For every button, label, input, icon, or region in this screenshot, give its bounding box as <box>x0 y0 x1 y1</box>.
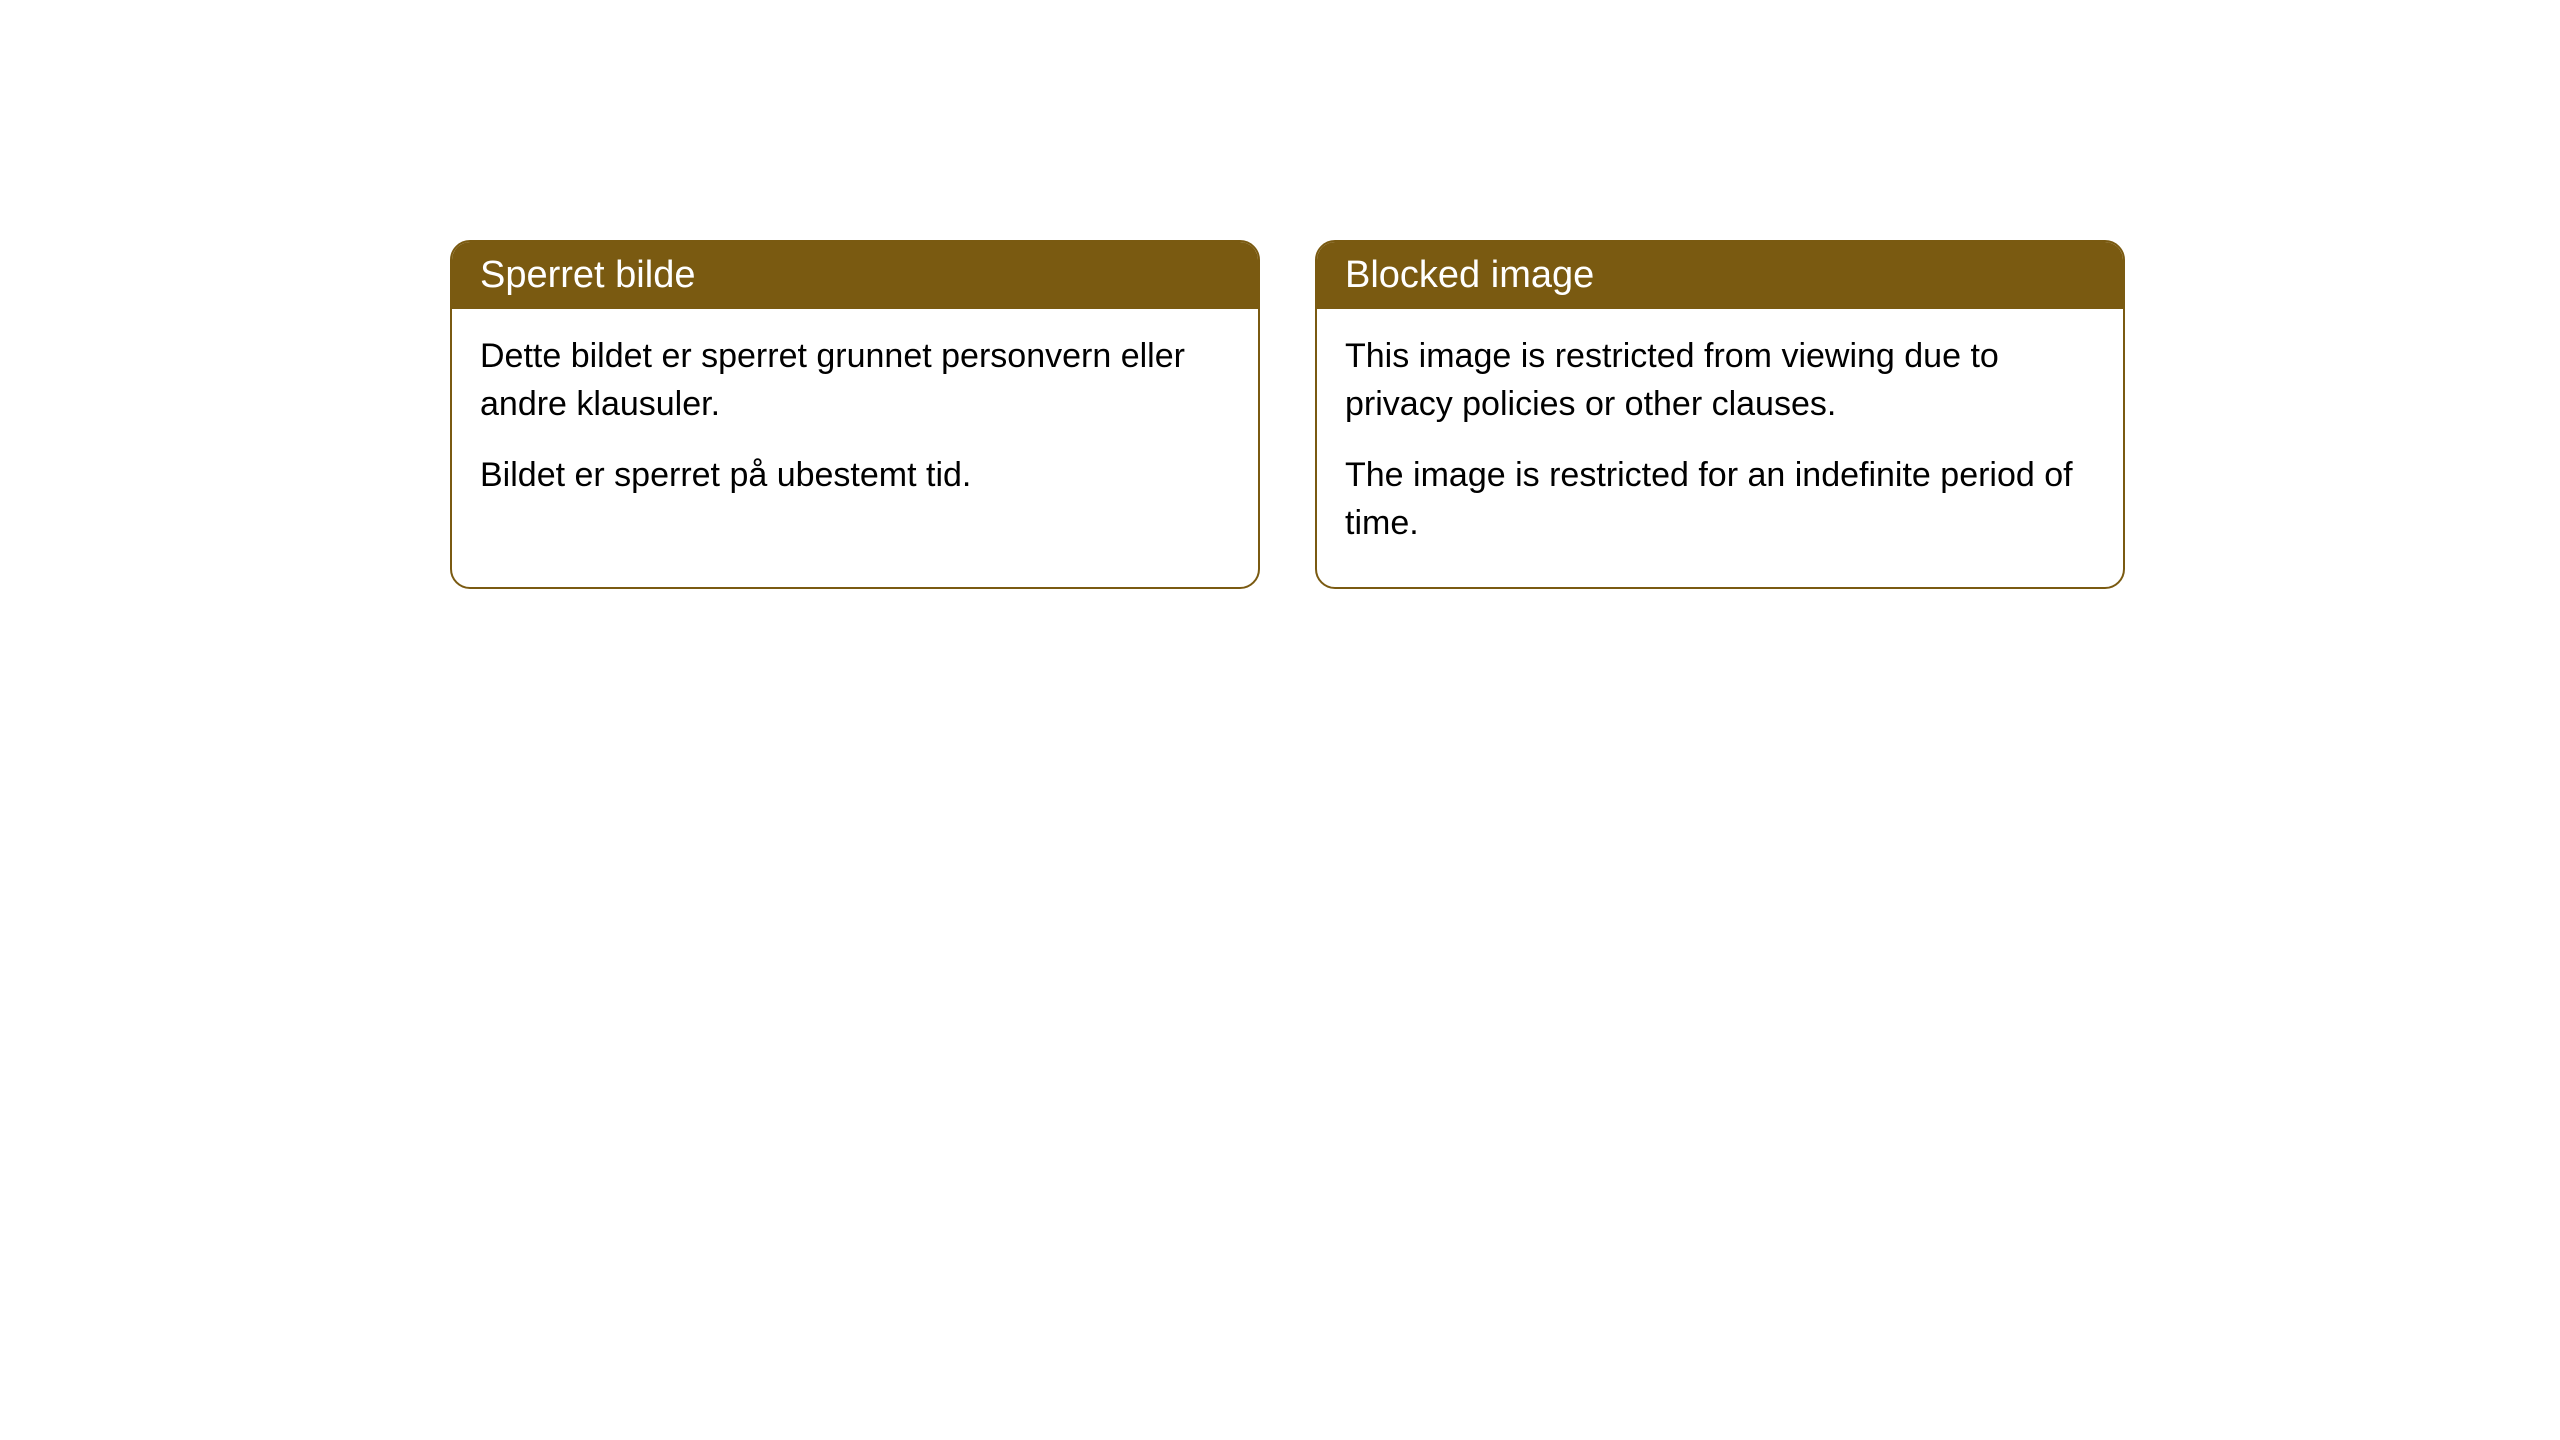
card-paragraph: Dette bildet er sperret grunnet personve… <box>480 333 1230 428</box>
notice-card-norwegian: Sperret bilde Dette bildet er sperret gr… <box>450 240 1260 589</box>
card-paragraph: The image is restricted for an indefinit… <box>1345 452 2095 547</box>
card-body: This image is restricted from viewing du… <box>1317 309 2123 587</box>
card-title: Sperret bilde <box>480 254 695 296</box>
card-paragraph: Bildet er sperret på ubestemt tid. <box>480 452 1230 500</box>
card-paragraph: This image is restricted from viewing du… <box>1345 333 2095 428</box>
card-header: Blocked image <box>1317 242 2123 309</box>
card-body: Dette bildet er sperret grunnet personve… <box>452 309 1258 540</box>
notice-cards-container: Sperret bilde Dette bildet er sperret gr… <box>450 240 2560 589</box>
notice-card-english: Blocked image This image is restricted f… <box>1315 240 2125 589</box>
card-header: Sperret bilde <box>452 242 1258 309</box>
card-title: Blocked image <box>1345 254 1594 296</box>
